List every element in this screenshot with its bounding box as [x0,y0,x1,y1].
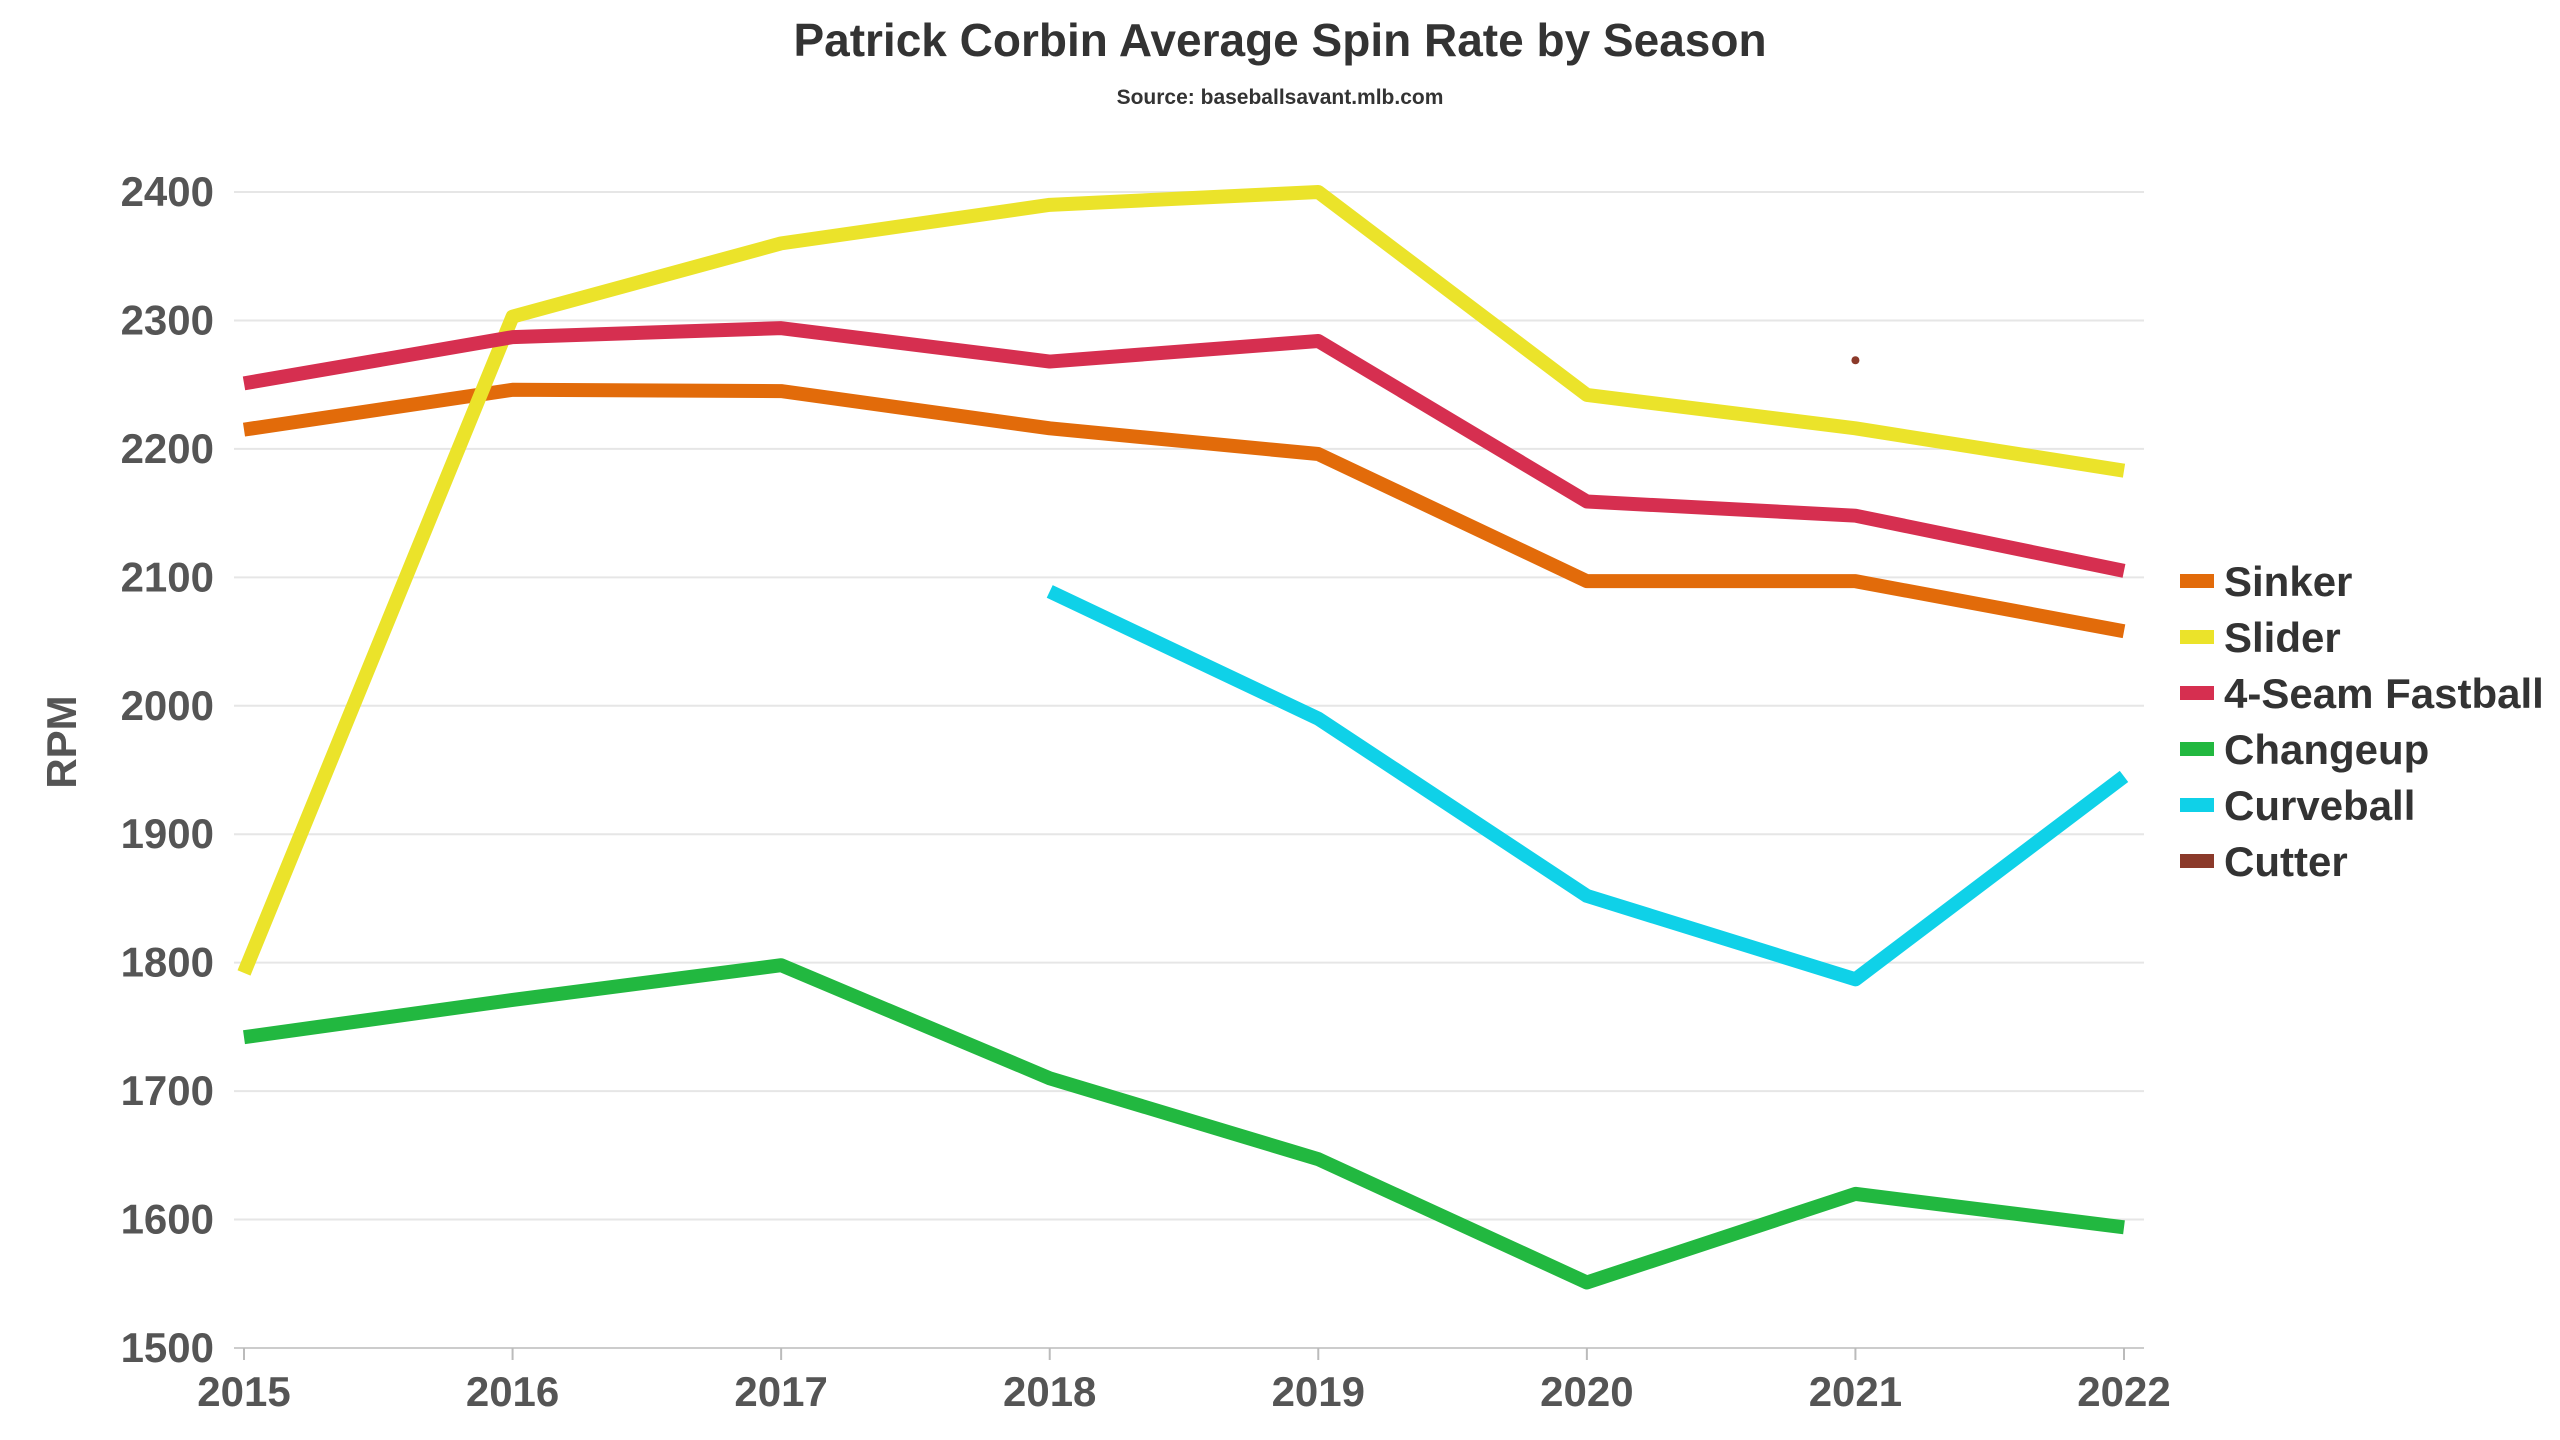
y-tick-label: 2100 [121,553,214,600]
series-line-slider [237,185,2126,976]
y-tick-label: 2300 [121,296,214,343]
legend-label-sinker: Sinker [2224,558,2352,605]
legend-label-4-seam-fastball: 4-Seam Fastball [2224,670,2544,717]
x-tick-label: 2022 [2077,1368,2170,1415]
y-tick-label: 2400 [121,168,214,215]
legend-label-curveball: Curveball [2224,782,2415,829]
chart-title: Patrick Corbin Average Spin Rate by Seas… [793,14,1766,66]
legend-label-changeup: Changeup [2224,726,2429,773]
series-line-sinker [242,382,2126,639]
x-tick-label: 2021 [1809,1368,1902,1415]
x-tick-label: 2020 [1540,1368,1633,1415]
x-tick-label: 2019 [1272,1368,1365,1415]
series-line-changeup [243,958,2125,1290]
legend-label-cutter: Cutter [2224,838,2348,885]
legend-swatch-sinker [2180,574,2214,588]
x-tick-label: 2015 [197,1368,290,1415]
y-tick-label: 2200 [121,425,214,472]
y-tick-label: 2000 [121,682,214,729]
y-tick-label: 1900 [121,810,214,857]
y-axis-label: RPM [38,695,85,788]
x-tick-label: 2018 [1003,1368,1096,1415]
x-tick-label: 2016 [466,1368,559,1415]
series-line-curveball [1046,585,2129,987]
series-line-4-seam-fastball [242,321,2126,578]
y-tick-label: 1700 [121,1067,214,1114]
legend: Sinker Slider 4-Seam Fastball Changeup Curve… [2180,558,2544,885]
gridlines [234,191,2144,1349]
x-tick-label: 2017 [734,1368,827,1415]
legend-swatch-curveball [2180,798,2214,812]
series-point-cutter [1851,356,1860,365]
chart-subtitle: Source: baseballsavant.mlb.com [1117,86,1444,109]
legend-swatch-slider [2180,630,2214,644]
x-tick-labels: 2015 2016 2017 2018 2019 2020 2021 2022 [197,1348,2171,1415]
y-tick-labels: 1500 1600 1700 1800 1900 2000 2100 2200 2300 2400 [121,168,214,1371]
y-tick-label: 1600 [121,1196,214,1243]
legend-swatch-changeup [2180,742,2214,756]
y-tick-label: 1800 [121,939,214,986]
legend-label-slider: Slider [2224,614,2341,661]
series-lines [237,185,2129,1290]
legend-swatch-cutter [2180,854,2214,868]
legend-swatch-4-seam-fastball [2180,686,2214,700]
y-tick-label: 1500 [121,1324,214,1371]
